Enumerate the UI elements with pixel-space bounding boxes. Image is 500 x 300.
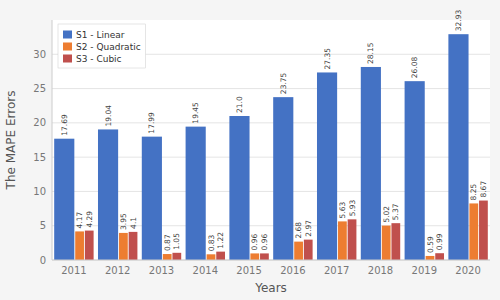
data-label: 5.37	[391, 203, 400, 220]
bar	[304, 240, 313, 260]
bar	[382, 226, 391, 260]
legend-frame	[58, 24, 146, 68]
data-label: 3.95	[119, 213, 128, 230]
data-label: 27.35	[323, 48, 332, 70]
bar	[405, 81, 425, 260]
bar	[391, 223, 400, 260]
bar	[448, 34, 468, 260]
bar	[317, 72, 337, 260]
bar	[361, 67, 381, 260]
bar	[85, 231, 94, 260]
data-label: 28.15	[366, 42, 375, 64]
x-tick-label: 2020	[455, 265, 480, 276]
plot-area	[52, 20, 490, 260]
x-tick-label: 2014	[193, 265, 218, 276]
bar	[216, 252, 225, 260]
x-tick-label: 2011	[61, 265, 86, 276]
data-label: 0.96	[260, 233, 269, 250]
data-label: 5.93	[348, 199, 357, 216]
data-label: 2.68	[294, 222, 303, 239]
y-tick-label: 10	[33, 186, 46, 197]
x-tick-label: 2016	[280, 265, 305, 276]
x-tick-label: 2013	[149, 265, 174, 276]
bar	[98, 129, 118, 260]
bar	[294, 242, 303, 260]
data-label: 5.02	[382, 206, 391, 223]
x-tick-label: 2012	[105, 265, 130, 276]
y-tick-label: 0	[40, 255, 46, 266]
data-labels: 17.69 19.04 17.99 19.45 21.0 23.75 27.35 28.15 2…	[60, 9, 488, 252]
bar	[338, 221, 347, 260]
grid-line	[52, 260, 490, 261]
data-label: 0.59	[426, 236, 435, 253]
bar	[119, 233, 128, 260]
data-label: 23.75	[279, 72, 288, 94]
data-label: 19.45	[191, 102, 200, 124]
data-label: 17.99	[147, 112, 156, 134]
data-label: 32.93	[454, 9, 463, 31]
y-axis-label: The MAPE Errors	[4, 91, 18, 191]
bar	[75, 231, 84, 260]
data-label: 21.0	[235, 96, 244, 113]
data-label: 0.96	[250, 233, 259, 250]
bar	[54, 139, 74, 260]
x-tick-label: 2017	[324, 265, 349, 276]
data-label: 1.22	[216, 232, 225, 249]
bar	[479, 201, 488, 260]
y-tick-label: 30	[33, 49, 46, 60]
data-label: 0.87	[163, 234, 172, 251]
legend-label: S2 - Quadratic	[76, 42, 141, 52]
legend-swatch	[63, 55, 72, 63]
data-label: 2.97	[304, 220, 313, 237]
bar	[250, 253, 259, 260]
bar	[172, 253, 181, 260]
y-tick-label: 25	[33, 83, 46, 94]
y-axis-line	[52, 20, 53, 260]
data-label: 0.99	[435, 233, 444, 250]
bar	[426, 256, 435, 260]
legend-label: S3 - Cubic	[76, 54, 122, 64]
x-axis-label: Years	[254, 281, 287, 295]
y-tick-label: 5	[40, 220, 46, 231]
data-label: 4.17	[75, 211, 84, 228]
bar	[129, 232, 138, 260]
data-label: 19.04	[104, 105, 113, 127]
bar	[273, 97, 293, 260]
y-tick-label: 20	[33, 117, 46, 128]
bar	[469, 203, 478, 260]
x-axis-line	[52, 260, 490, 261]
bar	[186, 127, 206, 260]
data-label: 8.67	[479, 181, 488, 198]
data-label: 4.1	[129, 217, 138, 229]
bar	[229, 116, 249, 260]
legend: S1 - Linear S2 - Quadratic S3 - Cubic	[58, 24, 146, 68]
legend-swatch	[63, 31, 72, 39]
bar	[163, 254, 172, 260]
bar	[207, 254, 216, 260]
data-label: 26.08	[410, 56, 419, 78]
bar	[260, 253, 269, 260]
bar	[435, 253, 444, 260]
x-tick-label: 2018	[368, 265, 393, 276]
data-label: 1.05	[172, 233, 181, 250]
bar	[348, 219, 357, 260]
data-label: 8.25	[469, 184, 478, 201]
data-label: 0.83	[207, 234, 216, 251]
data-label: 5.63	[338, 201, 347, 218]
legend-label: S1 - Linear	[76, 30, 125, 40]
legend-swatch	[63, 43, 72, 51]
chart: 0 5 10 15 20 25 30 17.69 19.04 17.99 19.45 21.0 23.7…	[0, 0, 500, 300]
x-tick-label: 2015	[236, 265, 261, 276]
data-label: 4.29	[85, 211, 94, 228]
y-tick-label: 15	[33, 152, 46, 163]
background	[0, 0, 500, 300]
data-label: 17.69	[60, 114, 69, 136]
x-tick-label: 2019	[412, 265, 437, 276]
bar	[142, 137, 162, 260]
